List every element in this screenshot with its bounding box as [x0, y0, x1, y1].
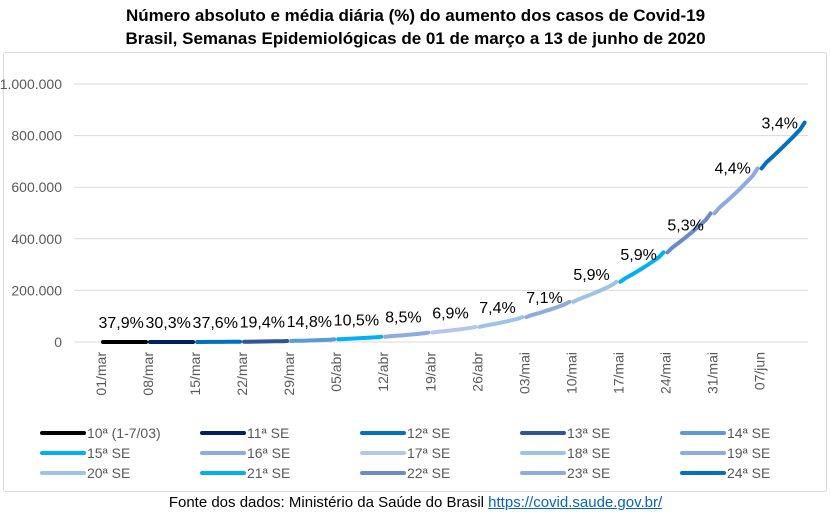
legend-label: 21ª SE	[247, 465, 290, 481]
series-line-13	[242, 339, 290, 344]
data-label: 5,9%	[620, 247, 656, 264]
x-tick-label: 19/abr	[422, 352, 438, 392]
legend-label: 20ª SE	[87, 465, 130, 481]
chart-subtitle: Brasil, Semanas Epidemiológicas de 01 de…	[125, 29, 706, 48]
x-tick-label: 29/mar	[281, 352, 297, 396]
series-line-19	[524, 299, 572, 320]
x-tick-label: 03/mai	[516, 352, 532, 394]
y-tick-label: 800.000	[11, 128, 62, 144]
legend-label: 12ª SE	[407, 425, 450, 441]
legend-label: 17ª SE	[407, 445, 450, 461]
legend-label: 14ª SE	[727, 425, 770, 441]
y-tick-label: 200.000	[11, 282, 62, 298]
series-line-23	[712, 166, 760, 216]
legend-label: 10ª (1-7/03)	[87, 425, 161, 441]
legend-label: 16ª SE	[247, 445, 290, 461]
x-tick-label: 05/abr	[328, 352, 344, 392]
series-line-20	[571, 279, 619, 304]
data-label: 4,4%	[714, 160, 750, 177]
source-note: Fonte dos dados: Ministério da Saúde do …	[0, 494, 831, 511]
y-tick-label: 600.000	[11, 179, 62, 195]
legend-label: 18ª SE	[567, 445, 610, 461]
y-tick-label: 1.000.000	[0, 76, 62, 92]
data-label: 30,3%	[146, 315, 191, 332]
legend-label: 22ª SE	[407, 465, 450, 481]
series-line-18	[477, 315, 525, 329]
x-tick-label: 15/mar	[187, 352, 203, 396]
chart-frame	[3, 52, 827, 492]
data-label: 37,9%	[98, 315, 143, 332]
source-link[interactable]: https://covid.saude.gov.br/	[488, 494, 663, 511]
series-line-16	[383, 330, 431, 339]
x-tick-label: 17/mai	[610, 352, 626, 394]
legend-label: 13ª SE	[567, 425, 610, 441]
x-tick-label: 31/mai	[705, 352, 721, 394]
x-tick-label: 08/mar	[140, 352, 156, 396]
series-line-17	[430, 324, 478, 335]
data-label: 37,6%	[193, 315, 238, 332]
x-tick-label: 07/jun	[752, 352, 768, 390]
legend-label: 11ª SE	[247, 425, 289, 441]
series-line-15	[336, 334, 384, 342]
data-label: 14,8%	[287, 314, 332, 331]
x-tick-label: 26/abr	[469, 352, 485, 392]
data-label: 10,5%	[334, 312, 379, 329]
data-label: 7,1%	[526, 290, 562, 307]
x-tick-label: 12/abr	[375, 352, 391, 392]
data-label: 5,9%	[573, 267, 609, 284]
series-line-22	[665, 211, 713, 255]
data-label: 5,3%	[667, 217, 703, 234]
y-tick-label: 400.000	[11, 231, 62, 247]
legend-label: 24ª SE	[727, 465, 770, 481]
data-label: 8,5%	[385, 310, 421, 327]
series-line-14	[289, 337, 337, 343]
series-line-24	[759, 120, 807, 171]
x-tick-label: 10/mai	[563, 352, 579, 394]
legend-label: 23ª SE	[567, 465, 610, 481]
data-label: 3,4%	[761, 115, 797, 132]
x-tick-label: 01/mar	[93, 352, 109, 396]
x-tick-label: 22/mar	[234, 352, 250, 396]
legend-label: 19ª SE	[727, 445, 770, 461]
chart-title: Número absoluto e média diária (%) do au…	[125, 6, 706, 25]
series-line-21	[618, 250, 666, 284]
source-text: Fonte dos dados: Ministério da Saúde do …	[168, 494, 489, 511]
x-tick-label: 24/mai	[657, 352, 673, 394]
y-tick-label: 0	[54, 334, 62, 350]
data-label: 19,4%	[240, 315, 285, 332]
data-label: 7,4%	[479, 300, 515, 317]
legend-label: 15ª SE	[87, 445, 130, 461]
data-label: 6,9%	[432, 306, 468, 323]
